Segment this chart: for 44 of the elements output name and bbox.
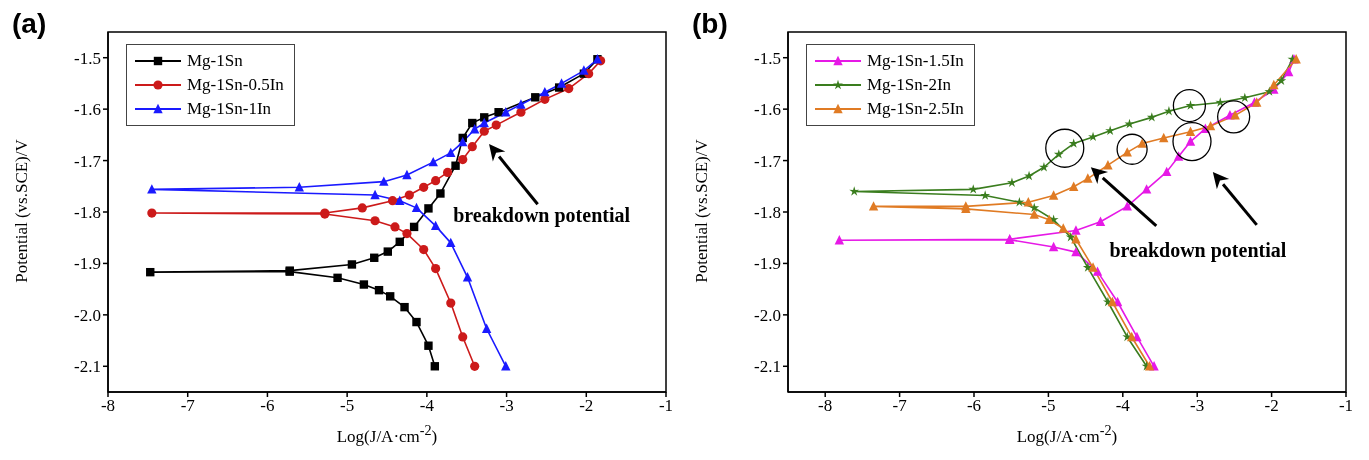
y-tick-label: -1.7 bbox=[754, 151, 782, 171]
y-tick-label: -2.1 bbox=[74, 357, 101, 377]
x-axis-title: Log(J/A·cm$^{-2}$) bbox=[335, 422, 439, 447]
y-tick-label: -1.5 bbox=[74, 48, 101, 68]
x-tick-label: -3 bbox=[499, 396, 514, 416]
legend-label: Mg-1Sn bbox=[187, 51, 243, 71]
x-axis-title: Log(J/A·cm$^{-2}$) bbox=[1015, 422, 1119, 447]
x-tick-label: -1 bbox=[1338, 396, 1354, 416]
legend-label: Mg-1Sn-0.5In bbox=[187, 75, 284, 95]
x-tick-label: -6 bbox=[966, 396, 982, 416]
y-tick-label: -1.8 bbox=[754, 203, 781, 223]
x-tick-label: -1 bbox=[658, 396, 674, 416]
y-axis-title: Potential (vs.SCE)/V bbox=[692, 139, 711, 283]
legend-label: Mg-1Sn-2.5In bbox=[867, 99, 964, 119]
x-tick-label: -7 bbox=[892, 396, 908, 416]
annotation: breakdown potential bbox=[1109, 239, 1287, 263]
y-tick-label: -1.7 bbox=[74, 151, 102, 171]
y-tick-label: -2.0 bbox=[754, 305, 781, 325]
y-tick-label: -1.6 bbox=[74, 100, 101, 120]
x-tick-label: -2 bbox=[1264, 396, 1279, 416]
x-tick-label: -8 bbox=[100, 396, 116, 416]
y-tick-label: -1.5 bbox=[754, 48, 781, 68]
y-axis-title: Potential (vs.SCE)/V bbox=[12, 139, 31, 283]
legend-label: Mg-1Sn-1In bbox=[187, 99, 272, 119]
x-tick-label: -7 bbox=[180, 396, 196, 416]
x-tick-label: -8 bbox=[818, 396, 833, 416]
chart-title: (b) bbox=[692, 8, 728, 40]
annotation: breakdown potential bbox=[453, 204, 631, 228]
x-tick-label: -4 bbox=[419, 396, 435, 416]
y-tick-label: -2.0 bbox=[74, 305, 101, 325]
x-tick-label: -3 bbox=[1190, 396, 1205, 416]
legend-label: Mg-1Sn-2In bbox=[867, 75, 952, 95]
x-tick-label: -5 bbox=[1041, 396, 1056, 416]
legend-label: Mg-1Sn-1.5In bbox=[867, 51, 964, 71]
y-tick-label: -1.8 bbox=[74, 203, 101, 223]
y-tick-label: -1.6 bbox=[754, 100, 781, 120]
y-tick-label: -1.9 bbox=[754, 254, 781, 274]
y-tick-label: -2.1 bbox=[754, 357, 781, 377]
chart-title: (a) bbox=[12, 8, 47, 40]
y-tick-label: -1.9 bbox=[74, 254, 101, 274]
x-tick-label: -5 bbox=[340, 396, 355, 416]
x-tick-label: -2 bbox=[579, 396, 594, 416]
x-tick-label: -6 bbox=[260, 396, 275, 416]
x-tick-label: -4 bbox=[1115, 396, 1131, 416]
